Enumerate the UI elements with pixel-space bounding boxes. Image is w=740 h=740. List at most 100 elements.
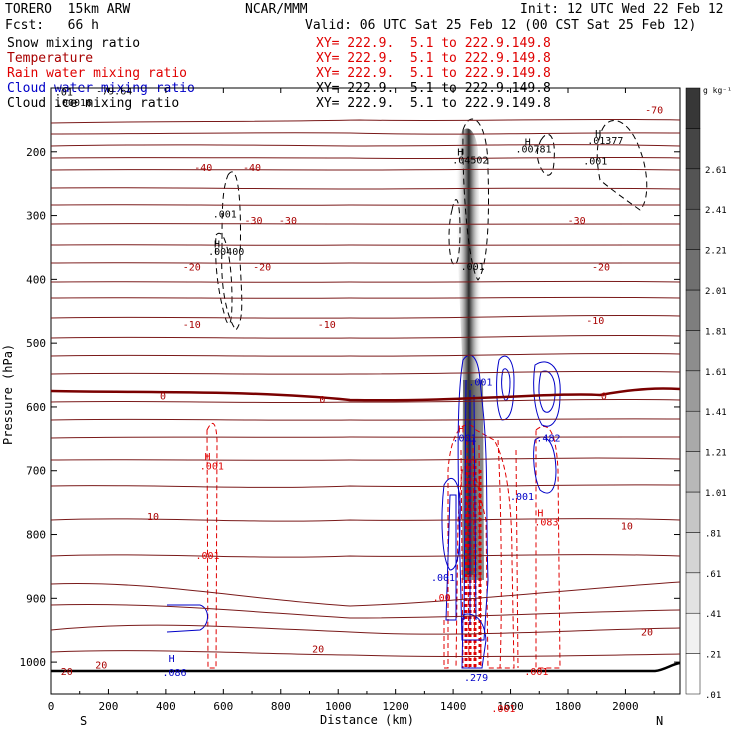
contour-label: -79.64: [96, 86, 132, 97]
contour-label: H: [214, 239, 220, 250]
contour-label: 20: [61, 667, 73, 678]
contour-label: .001: [431, 573, 455, 584]
terrain-surface: [51, 661, 681, 673]
contour-label: .00400: [208, 247, 244, 258]
colorbar-cell: [685, 208, 701, 250]
contour-label: H: [525, 137, 531, 148]
contour-label: 20: [95, 660, 107, 671]
colorbar-cell: [685, 451, 701, 493]
y-tick-label: 300: [26, 210, 46, 223]
contour-label: .001: [200, 461, 224, 472]
y-axis-label: Pressure (hPa): [1, 344, 15, 445]
contour-label: -10: [183, 320, 201, 331]
axis-end-south: S: [80, 714, 87, 728]
temperature-zero-contour: [50, 387, 681, 402]
colorbar-label: .61: [705, 570, 721, 580]
contour-label: H: [537, 509, 543, 520]
y-tick-label: 800: [26, 529, 46, 542]
x-tick-label: 200: [99, 700, 119, 713]
colorbar-label: 1.01: [705, 489, 727, 499]
x-tick-label: 800: [271, 700, 291, 713]
contour-label: .001: [491, 704, 515, 715]
axis-end-north: N: [656, 714, 663, 728]
cloud-water-contours: [166, 354, 561, 669]
contour-label: .001: [213, 209, 237, 220]
contour-label: 10: [147, 512, 159, 523]
cloud-ice-contours: [215, 118, 648, 331]
colorbar-label: 2.01: [705, 287, 727, 297]
contour-label: .04502: [452, 155, 488, 166]
contour-label: .482: [536, 433, 560, 444]
contour-label: .001: [195, 551, 219, 562]
contour-label: .001: [468, 377, 492, 388]
forecast-hour: Fcst: 66 h: [5, 18, 99, 33]
contour-label: .086: [162, 668, 186, 679]
contour-label: H: [169, 654, 175, 665]
colorbar-label: .21: [705, 651, 721, 661]
contour-label: -10: [318, 320, 336, 331]
contour-label: 20: [641, 627, 653, 638]
field-name-snow: Snow mixing ratio: [7, 36, 141, 51]
x-tick-label: 2000: [612, 700, 639, 713]
contour-label: H: [469, 437, 475, 448]
x-axis: 0 200 400 600 800 1000 1200 1400 1600 1800 2000: [48, 88, 655, 713]
contour-label: 0: [601, 391, 607, 402]
contour-label: -20: [592, 262, 610, 273]
x-tick-label: 600: [213, 700, 233, 713]
contour-label: -30: [279, 216, 297, 227]
x-axis-label: Distance (km): [320, 713, 414, 727]
x-tick-label: 1000: [325, 700, 352, 713]
y-tick-label: 500: [26, 337, 46, 350]
colorbar-label: 2.61: [705, 166, 727, 176]
colorbar-cell: [685, 168, 701, 210]
y-tick-label: 900: [26, 592, 46, 605]
contour-label: -40: [194, 163, 212, 174]
contour-label: H: [457, 148, 463, 159]
x-tick-label: 1600: [497, 700, 524, 713]
colorbar-cell: [685, 572, 701, 614]
contour-label: .001: [510, 492, 534, 503]
colorbar-label: 1.21: [705, 449, 727, 459]
colorbar-cell: [685, 653, 701, 695]
x-tick-label: 0: [48, 700, 55, 713]
contour-label: .00781: [515, 144, 551, 155]
contour-label: -10: [586, 316, 604, 327]
contour-label: .001: [453, 433, 477, 444]
colorbar-label: 1.41: [705, 408, 727, 418]
y-tick-label: 1000: [20, 656, 47, 669]
contour-label: .083: [534, 518, 558, 529]
contour-label: H: [595, 129, 601, 140]
colorbar-cell: [685, 330, 701, 372]
field-xy-temperature: XY= 222.9. 5.1 to 222.9.149.8: [316, 51, 551, 66]
x-tick-label: 1200: [382, 700, 409, 713]
colorbar-label: 2.41: [705, 206, 727, 216]
temperature-contours: [50, 118, 681, 658]
contour-label: -40: [243, 163, 261, 174]
colorbar-label: .81: [705, 529, 721, 539]
contour-label: 0: [319, 395, 325, 406]
x-tick-label: 400: [156, 700, 176, 713]
colorbar-label: .01: [705, 691, 721, 701]
contour-label: 20: [312, 645, 324, 656]
contour-label: .00016: [56, 98, 92, 109]
field-name-temperature: Temperature: [7, 51, 94, 66]
field-name-rain: Rain water mixing ratio: [7, 66, 188, 81]
colorbar-label: 1.81: [705, 327, 727, 337]
contour-label: 10: [621, 521, 633, 532]
init-time: Init: 12 UTC Wed 22 Feb 12: [520, 2, 724, 17]
y-tick-label: 400: [26, 273, 46, 286]
contour-label: -30: [568, 216, 586, 227]
contour-label: .01: [55, 88, 73, 99]
rain-water-contours: [206, 422, 561, 669]
contour-label: 0: [160, 391, 166, 402]
contour-label: -20: [253, 262, 271, 273]
valid-time: Valid: 06 UTC Sat 25 Feb 12 (00 CST Sat …: [305, 18, 697, 33]
y-tick-label: 600: [26, 401, 46, 414]
colorbar-cell: [685, 532, 701, 574]
colorbar-unit: g kg⁻¹: [703, 86, 732, 95]
colorbar-cell: [685, 87, 701, 129]
contour-label: .00: [433, 593, 451, 604]
contour-label: -20: [183, 262, 201, 273]
contour-label: -70: [645, 106, 663, 117]
contour-label: H: [458, 424, 464, 435]
